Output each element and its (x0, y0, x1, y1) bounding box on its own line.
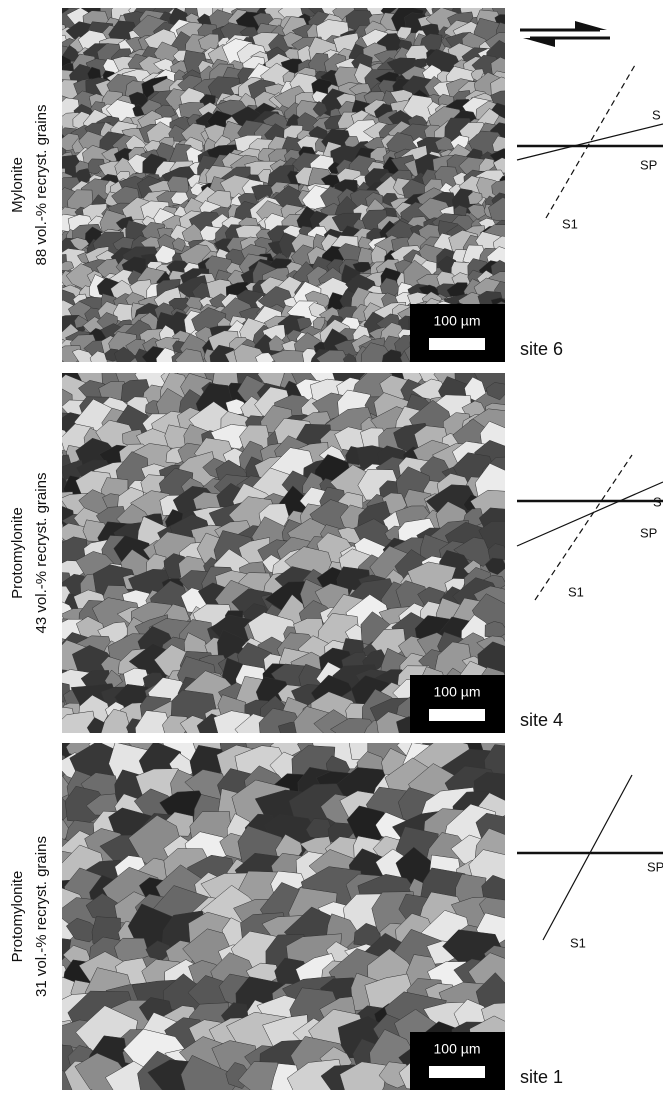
s1-label: S1 (568, 584, 584, 599)
sp-label: SP (640, 157, 657, 172)
figure: 100 µm Mylonite 88 vol.-% recryst. grains s… (0, 0, 663, 1096)
site-label: site 1 (520, 1067, 563, 1087)
s1-label: S1 (562, 216, 578, 231)
rock-type: Protomylonite (9, 871, 26, 963)
grain (271, 350, 307, 370)
s1-line (543, 775, 632, 940)
scale-bar (429, 338, 485, 350)
shear-sense-symbol (520, 21, 610, 47)
sp-label: SP (640, 525, 657, 540)
rock-type: Mylonite (9, 157, 26, 213)
description: 88 vol.-% recryst. grains (33, 105, 50, 266)
grain (45, 355, 62, 367)
s-label: S (653, 494, 662, 509)
rock-type: Protomylonite (9, 507, 26, 599)
scale-label: 100 µm (434, 684, 481, 700)
grain (40, 267, 66, 294)
grain (46, 4, 60, 16)
scale-bar (429, 709, 485, 721)
site-label: site 6 (520, 339, 563, 359)
s-label: S (652, 107, 661, 122)
grain (48, 13, 64, 29)
s-line (517, 124, 663, 160)
s1-label: S1 (570, 935, 586, 950)
scale-bar (429, 1066, 485, 1078)
description: 43 vol.-% recryst. grains (33, 473, 50, 634)
scale-label: 100 µm (434, 1041, 481, 1057)
description: 31 vol.-% recryst. grains (33, 836, 50, 997)
scale-label: 100 µm (434, 313, 481, 329)
s1-line (535, 455, 632, 600)
site-label: site 4 (520, 710, 563, 730)
sp-label: SP (647, 859, 663, 874)
grain (48, 242, 60, 253)
